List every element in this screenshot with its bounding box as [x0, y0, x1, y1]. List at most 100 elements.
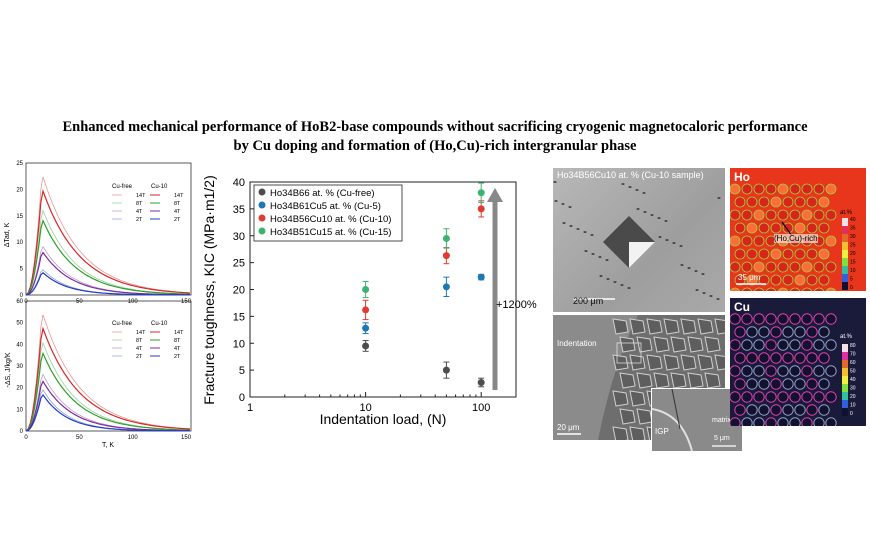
data-point: [442, 252, 450, 260]
legend-label-cufree: 14T: [136, 330, 146, 336]
ho-grain: [801, 183, 813, 195]
inset-scale: 5 μm: [714, 435, 730, 442]
cu-grain: [801, 417, 813, 426]
ytick-label: 15: [233, 311, 245, 323]
grain: [636, 372, 653, 389]
legend-label-cu10: 2T: [174, 354, 181, 360]
cu-grain: [770, 326, 782, 338]
cu-grain: [806, 352, 818, 364]
xtick-label: 100: [128, 299, 139, 305]
ho-grain: [734, 196, 746, 208]
legend-label-cufree: 2T: [136, 217, 143, 223]
top-plot-xticks: 0 50 100 150: [24, 299, 191, 305]
ho-grain: [782, 248, 794, 260]
ytick-label: 25: [233, 258, 245, 270]
cu-grain: [734, 404, 746, 416]
cu-grain: [734, 326, 746, 338]
cu-grain: [730, 391, 741, 403]
ho-grain: [753, 183, 765, 195]
ho-grain: [794, 196, 806, 208]
ytick-label: 20: [16, 386, 23, 392]
ytick-label: 5: [239, 365, 245, 377]
pore: [672, 242, 676, 244]
cu-grain: [777, 391, 789, 403]
sem-top-label: Ho34B56Cu10 at. % (Cu-10 sample): [557, 170, 704, 180]
cu-grain: [770, 352, 782, 364]
cu-grain: [765, 339, 777, 351]
legend-label-cu10: 8T: [174, 338, 181, 344]
grain: [663, 354, 680, 371]
grain: [629, 426, 646, 440]
pore: [695, 289, 699, 291]
magnetocaloric-plots: 0 5 10 15 20 25 0 50 100 150 ΔTad, K Cu-free Cu-…: [4, 155, 196, 450]
ho-grain: [741, 235, 753, 247]
grain: [704, 336, 721, 353]
ho-grain: [753, 209, 765, 221]
chart-ylabel: Fracture toughness, KIC (MPa·m1/2): [201, 175, 217, 405]
ho-grain: [746, 196, 758, 208]
inset-label-igp: IGP: [655, 427, 669, 436]
top-plot-curves: [25, 176, 190, 296]
colorbar-step: [842, 274, 848, 282]
pore: [627, 287, 631, 289]
cu-grains: [730, 313, 837, 426]
ho-grain: [794, 274, 806, 286]
ho-grain: [746, 274, 758, 286]
cu-grain: [813, 365, 825, 377]
ho-grain: [734, 222, 746, 234]
xtick-label: 0: [24, 435, 28, 441]
curve-4T-cu10: [25, 380, 190, 432]
colorbar-tick: 80: [850, 343, 856, 349]
cu-grain: [794, 352, 806, 364]
cu-grain: [825, 313, 837, 325]
cu-grain: [789, 391, 801, 403]
ytick-label: 50: [16, 321, 23, 327]
cu-grain: [825, 365, 837, 377]
cu-grain: [794, 404, 806, 416]
curve-4T-cu10: [25, 251, 190, 296]
top-legend-rows: 14T 14T 8T 8T 4T 4T 2T 2T: [112, 193, 184, 223]
ytick-label: 15: [16, 214, 23, 220]
grain: [612, 354, 629, 371]
colorbar-tick: 0: [850, 411, 853, 417]
legend-marker: [258, 201, 266, 209]
data-point: [442, 234, 450, 242]
ytick-label: 60: [16, 299, 23, 305]
pore: [642, 192, 646, 194]
cu-grain: [813, 417, 825, 426]
pore: [576, 228, 580, 230]
cu-grain: [765, 313, 777, 325]
ytick-label: 5: [20, 267, 24, 273]
pore: [613, 281, 617, 283]
cu-colorbar: 80 70 60 50 40 30 20 10 0: [842, 343, 856, 417]
grain: [636, 408, 653, 425]
legend-label-cu10: 2T: [174, 217, 181, 223]
data-point: [442, 366, 450, 374]
bottom-legend-rows: 14T 14T 8T 8T 4T 4T 2T 2T: [112, 330, 184, 360]
ho-annotation: (Ho,Cu)-rich: [774, 234, 818, 243]
ho-grain: [753, 287, 765, 291]
cu-grain: [753, 365, 765, 377]
pore: [665, 239, 669, 241]
colorbar-step: [842, 218, 848, 226]
ho-grain: [741, 287, 753, 291]
ho-grain: [734, 248, 746, 260]
ytick-label: 30: [16, 364, 23, 370]
xtick-label: 150: [181, 435, 192, 441]
bottom-plot-xlabel: T, K: [102, 442, 114, 449]
cu-grain: [758, 352, 770, 364]
ho-grain: [794, 248, 806, 260]
chart-points: [362, 182, 485, 388]
ho-grain: [777, 287, 789, 291]
grain: [629, 390, 646, 407]
pore: [702, 292, 706, 294]
cu-grain: [806, 326, 818, 338]
inset-label-matrix: matrix: [712, 417, 732, 424]
legend-label-cu10: 14T: [174, 193, 184, 199]
ytick-label: 25: [16, 161, 23, 167]
sem-bottom-scale: 20 μm: [557, 423, 580, 432]
cu-grain: [789, 417, 801, 426]
data-point: [477, 189, 485, 197]
cu-grain: [789, 365, 801, 377]
